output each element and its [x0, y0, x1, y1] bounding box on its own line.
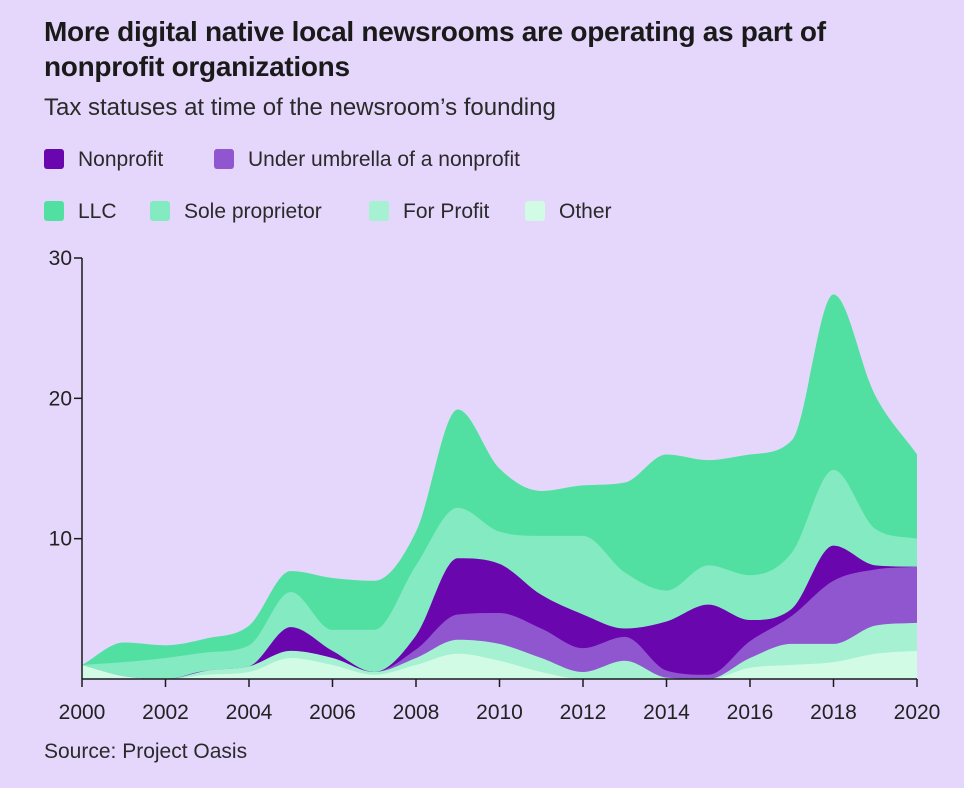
legend-label-nonprofit: Nonprofit — [78, 148, 164, 171]
x-tick-label: 2008 — [393, 701, 440, 724]
legend-label-umbrella: Under umbrella of a nonprofit — [248, 148, 520, 171]
source-note: Source: Project Oasis — [44, 740, 248, 763]
legend-swatch-umbrella — [214, 149, 234, 169]
area-other — [82, 650, 917, 679]
x-tick-label: 2014 — [643, 701, 690, 724]
x-tick-label: 2012 — [560, 701, 607, 724]
area-nonprofit — [82, 545, 917, 679]
legend-label-sole-proprietor: Sole proprietor — [184, 200, 322, 223]
chart-title: More digital native local newsrooms are … — [44, 16, 826, 82]
chart-subtitle: Tax statuses at time of the newsroom’s f… — [44, 94, 556, 121]
legend-swatch-for-profit — [369, 201, 389, 221]
legend-label-other: Other — [559, 200, 612, 223]
x-tick-label: 2018 — [810, 701, 857, 724]
legend-swatch-other — [525, 201, 545, 221]
x-tick-label: 2010 — [476, 701, 523, 724]
x-tick-label: 2000 — [59, 701, 106, 724]
x-tick-label: 2004 — [226, 701, 273, 724]
x-tick-label: 2020 — [894, 701, 941, 724]
area-layers — [82, 294, 917, 679]
y-tick-label: 30 — [49, 247, 72, 270]
y-tick-label: 10 — [49, 528, 72, 551]
legend-swatch-nonprofit — [44, 149, 64, 169]
legend-label-llc: LLC — [78, 200, 117, 223]
y-tick-label: 20 — [49, 387, 72, 410]
x-tick-label: 2016 — [727, 701, 774, 724]
legend-swatch-sole-proprietor — [150, 201, 170, 221]
x-tick-label: 2006 — [309, 701, 356, 724]
legend-label-for-profit: For Profit — [403, 200, 490, 223]
x-tick-label: 2002 — [142, 701, 189, 724]
legend-swatch-llc — [44, 201, 64, 221]
